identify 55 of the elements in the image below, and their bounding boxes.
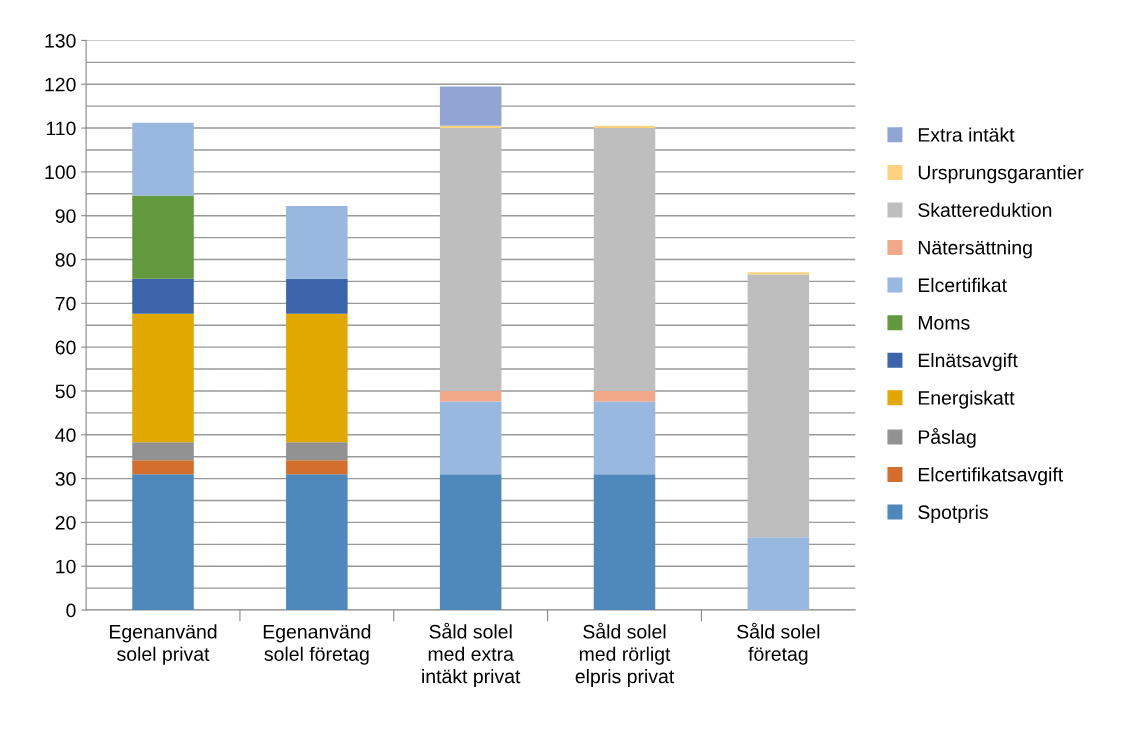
y-tick-label: 120 <box>45 77 76 92</box>
bar <box>439 390 502 402</box>
bar <box>593 390 656 402</box>
bar <box>132 474 194 611</box>
bar <box>439 401 502 475</box>
legend-label: Ursprungsgarantier <box>918 165 1084 184</box>
bar <box>593 401 656 475</box>
y-tick-label: 90 <box>55 209 76 223</box>
bar <box>286 474 348 611</box>
bar <box>439 86 502 126</box>
bar <box>593 128 656 391</box>
legend-label: Påslag <box>918 428 976 448</box>
y-tick-label: 50 <box>55 384 76 399</box>
bar <box>747 274 810 538</box>
bar <box>132 278 194 314</box>
bar <box>593 125 656 129</box>
legend-label: Skattereduktion <box>918 202 1052 217</box>
y-tick-label: 40 <box>55 428 76 443</box>
y-tick-label: 30 <box>55 472 76 486</box>
y-tick-label: 100 <box>45 165 76 180</box>
y-tick-label: 10 <box>56 559 76 574</box>
bar <box>439 474 502 611</box>
legend-label: Nätersättning <box>918 240 1032 259</box>
y-tick-label: 70 <box>55 296 76 311</box>
bar <box>439 125 502 129</box>
legend-label: Elnätsavgift <box>918 352 1018 372</box>
bar <box>132 460 194 475</box>
bar <box>286 313 348 443</box>
y-tick-label: 110 <box>46 121 76 136</box>
bar <box>286 460 348 475</box>
legend-label: Elcertifikatsavgift <box>918 467 1064 486</box>
legend-label: Extra intäkt <box>918 127 1015 142</box>
x-tick-label: Egenanvänd solel privat <box>110 624 217 665</box>
bar <box>132 195 194 279</box>
x-tick-label: Såld solel med rörligt elpris privat <box>575 622 675 688</box>
bar <box>593 474 656 611</box>
x-tick-label: Egenanvänd solel företag <box>263 624 371 665</box>
bar <box>286 278 348 314</box>
y-tick-label: 80 <box>55 252 76 267</box>
bar <box>132 313 194 443</box>
bar <box>747 272 810 275</box>
x-tick-label: Såld solel företag <box>737 622 820 665</box>
legend-label: Spotpris <box>918 504 988 523</box>
bar <box>132 122 194 196</box>
y-tick-label: 60 <box>55 340 76 355</box>
y-tick-label: 20 <box>55 515 76 530</box>
legend-label: Energiskatt <box>918 390 1015 409</box>
bar <box>747 537 810 611</box>
x-tick-label: Såld solel med extra intäkt privat <box>422 622 521 688</box>
legend-label: Moms <box>918 316 970 330</box>
bar <box>439 128 502 391</box>
legend-label: Elcertifikat <box>918 277 1007 293</box>
y-tick-label: 0 <box>66 603 76 618</box>
y-tick-label: 130 <box>45 33 76 48</box>
bar <box>286 206 348 279</box>
